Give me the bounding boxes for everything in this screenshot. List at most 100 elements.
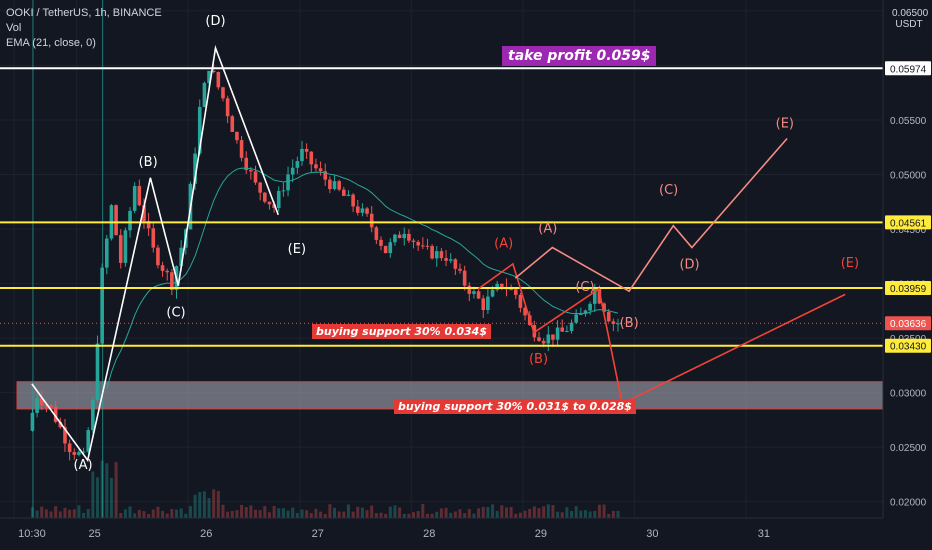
candle-body (421, 245, 425, 247)
candle-body (276, 190, 281, 208)
wave-label-white: (B) (139, 155, 158, 170)
candle-body (286, 174, 290, 191)
candles (30, 63, 620, 461)
volume-bar (305, 510, 309, 518)
volume-bar (523, 510, 527, 518)
volume-bar (128, 506, 132, 518)
volume-bar (537, 508, 541, 518)
take-profit-annotation: take profit 0.059$ (502, 46, 657, 66)
volume-bar (58, 511, 62, 518)
wave-label-salmon: (C) (659, 183, 678, 198)
candle-body (39, 398, 44, 406)
volume-bar (105, 463, 109, 518)
wave-label-salmon: (C) (575, 280, 594, 295)
red-wave-path (477, 262, 846, 405)
candle-body (439, 251, 444, 259)
volume-bar (30, 507, 34, 518)
candle-body (91, 399, 95, 431)
volume-bar (453, 511, 457, 518)
volume-bar (365, 510, 369, 518)
candle-body (541, 340, 546, 344)
volume-bar (91, 471, 95, 518)
candle-body (472, 291, 476, 294)
volume-bar (323, 513, 327, 518)
price-axis-panel (883, 0, 932, 550)
volume-bar (398, 507, 402, 518)
candle-body (616, 323, 620, 325)
candle-body (569, 322, 574, 332)
candle-body (132, 186, 137, 211)
candle-body (253, 171, 258, 183)
candle-body (583, 310, 588, 314)
candle-body (606, 311, 611, 322)
buying-support-annotation-2: buying support 30% 0.031$ to 0.028$ (394, 399, 636, 414)
volume-bar (123, 509, 127, 518)
candle-body (332, 181, 337, 190)
wave-label-white: (D) (205, 14, 225, 29)
volume-bar (226, 511, 230, 518)
x-tick-label: 27 (312, 528, 324, 540)
candle-body (444, 258, 448, 261)
volume-bar (565, 507, 569, 518)
volume-bar (402, 513, 406, 518)
candle-body (216, 72, 221, 88)
volume-bar (207, 498, 211, 518)
currency-label: 0.06500 USDT (892, 8, 928, 30)
candle-body (249, 170, 253, 172)
candle-body (314, 164, 318, 169)
volume-bar (412, 512, 416, 518)
candle-body (462, 270, 467, 286)
candle-body (221, 87, 225, 99)
volume-bar (72, 509, 76, 518)
volume-bar (570, 511, 574, 518)
candle-body (53, 406, 58, 422)
volume-bar (346, 504, 350, 518)
volume-bar (337, 511, 341, 518)
volume-bar (77, 505, 81, 518)
chart-legend: OOKI / TetherUS, 1h, BINANCE Vol EMA (21… (6, 6, 162, 51)
candle-body (467, 285, 472, 294)
candle-body (30, 412, 35, 431)
candle-body (239, 140, 244, 158)
volume-bar (556, 511, 560, 518)
candle-body (323, 171, 328, 180)
volume-bar (370, 505, 374, 518)
volume-bar (356, 506, 360, 518)
candle-body (197, 106, 202, 154)
candle-body (523, 307, 527, 316)
candle-body (67, 443, 72, 453)
volume-bar (393, 505, 397, 518)
candle-body (118, 235, 123, 263)
candle-body (342, 189, 346, 196)
volume-bar (504, 507, 508, 518)
candle-body (123, 230, 128, 263)
volume-bar (593, 510, 597, 518)
volume-bar (272, 506, 276, 518)
price-label: 0.03636 (890, 319, 927, 330)
candle-body (337, 181, 341, 190)
volume-bar (495, 510, 499, 518)
wave-label-white: (C) (166, 305, 185, 320)
volume-bar (439, 508, 443, 518)
candle-body (369, 213, 374, 228)
candle-body (230, 116, 235, 132)
volume-bar (467, 509, 471, 518)
candle-body (588, 303, 592, 311)
candle-body (611, 321, 616, 324)
volume-bar (328, 504, 332, 518)
candle-body (58, 421, 63, 428)
volume-bar (472, 513, 476, 518)
candle-body (235, 131, 239, 141)
ema-line (106, 167, 619, 390)
volume-bar (82, 512, 86, 518)
volume-bar (579, 510, 583, 518)
candle-body (393, 234, 397, 243)
volume-bar (518, 512, 522, 518)
volume-bar (267, 512, 271, 518)
volume-bar (86, 509, 90, 518)
candle-body (304, 148, 309, 152)
candle-body (63, 427, 67, 444)
volume-bar (221, 504, 225, 518)
candle-body (244, 157, 249, 171)
